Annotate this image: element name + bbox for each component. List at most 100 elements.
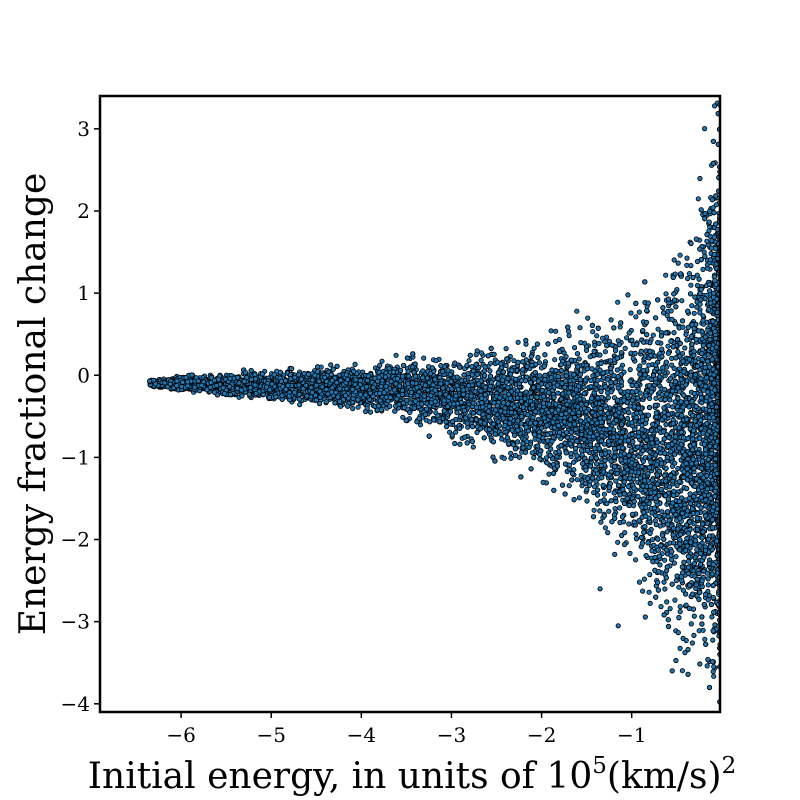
scatter-point	[581, 384, 587, 390]
scatter-point	[701, 126, 708, 132]
scatter-point	[612, 551, 618, 558]
scatter-point	[636, 309, 642, 315]
scatter-point	[673, 577, 680, 584]
scatter-point	[659, 509, 665, 515]
scatter-point	[697, 175, 703, 182]
scatter-point	[574, 477, 580, 483]
scatter-point	[673, 554, 679, 560]
scatter-point	[393, 352, 399, 358]
scatter-point	[555, 390, 561, 396]
scatter-point	[624, 415, 631, 422]
scatter-point	[682, 345, 688, 351]
scatter-point	[710, 205, 716, 211]
scatter-point	[691, 613, 697, 619]
scatter-point	[626, 330, 632, 336]
scatter-point	[710, 637, 716, 643]
scatter-point	[702, 636, 708, 642]
scatter-point	[627, 550, 633, 557]
scatter-point	[671, 257, 677, 263]
scatter-point	[672, 597, 678, 603]
scatter-point	[593, 461, 600, 467]
scatter-point	[515, 339, 521, 345]
scatter-point	[674, 482, 680, 489]
scatter-point	[674, 573, 680, 579]
scatter-point	[605, 529, 611, 536]
scatter-point	[599, 335, 606, 341]
scatter-point	[694, 526, 701, 533]
scatter-point	[540, 479, 546, 485]
scatter-point	[692, 418, 698, 424]
scatter-point	[531, 345, 537, 351]
scatter-point	[566, 483, 572, 489]
scatter-point	[499, 436, 505, 442]
scatter-point	[701, 249, 707, 255]
scatter-point	[700, 313, 706, 319]
scatter-point	[658, 603, 664, 610]
scatter-point	[577, 325, 583, 331]
scatter-point	[650, 332, 656, 338]
scatter-point	[675, 465, 681, 472]
scatter-point	[576, 495, 583, 501]
scatter-point	[478, 350, 484, 356]
scatter-point	[686, 270, 693, 277]
scatter-point	[433, 358, 439, 364]
scatter-point	[626, 521, 632, 527]
scatter-point	[352, 361, 358, 367]
scatter-point	[473, 351, 479, 358]
scatter-point	[617, 505, 623, 511]
scatter-point	[709, 614, 715, 620]
scatter-point	[675, 260, 681, 266]
scatter-point	[702, 591, 709, 598]
scatter-point	[700, 627, 706, 633]
scatter-point	[597, 352, 603, 358]
scatter-point	[675, 395, 681, 401]
scatter-point	[503, 345, 509, 352]
scatter-point	[677, 603, 683, 610]
scatter-point	[576, 356, 582, 362]
scatter-point	[571, 344, 578, 351]
scatter-point	[636, 579, 643, 585]
scatter-point	[377, 362, 383, 368]
scatter-point	[297, 401, 303, 408]
scatter-point	[585, 315, 591, 321]
scatter-point	[587, 463, 594, 469]
scatter-point	[688, 240, 694, 247]
scatter-point	[529, 450, 535, 456]
scatter-point	[553, 328, 559, 334]
scatter-point	[662, 586, 668, 592]
scatter-point	[677, 645, 683, 652]
scatter-point	[602, 349, 609, 355]
scatter-point	[556, 336, 563, 343]
scatter-point	[367, 409, 374, 415]
scatter-point	[591, 507, 597, 513]
scatter-point	[628, 310, 634, 316]
scatter-point	[406, 373, 412, 379]
scatter-points	[147, 100, 720, 705]
scatter-point	[704, 663, 710, 669]
scatter-point	[633, 314, 639, 320]
scatter-point	[697, 661, 703, 667]
scatter-point	[691, 310, 697, 316]
scatter-point	[594, 333, 600, 339]
scatter-point	[646, 362, 652, 368]
scatter-point	[632, 557, 639, 563]
scatter-point	[503, 362, 509, 369]
scatter-point	[713, 202, 719, 208]
scatter-point	[515, 418, 521, 424]
scatter-point	[684, 255, 690, 261]
scatter-point	[400, 414, 406, 420]
scatter-point	[689, 640, 696, 646]
scatter-point	[566, 332, 572, 339]
scatter-point	[684, 262, 690, 268]
scatter-point	[667, 605, 673, 612]
scatter-point	[574, 308, 580, 314]
scatter-point	[629, 511, 636, 517]
scatter-point	[546, 471, 552, 477]
scatter-point	[697, 310, 703, 316]
scatter-point	[558, 362, 564, 368]
scatter-point	[676, 584, 682, 590]
scatter-point	[695, 196, 701, 202]
scatter-point	[548, 328, 554, 334]
scatter-point	[647, 600, 653, 607]
